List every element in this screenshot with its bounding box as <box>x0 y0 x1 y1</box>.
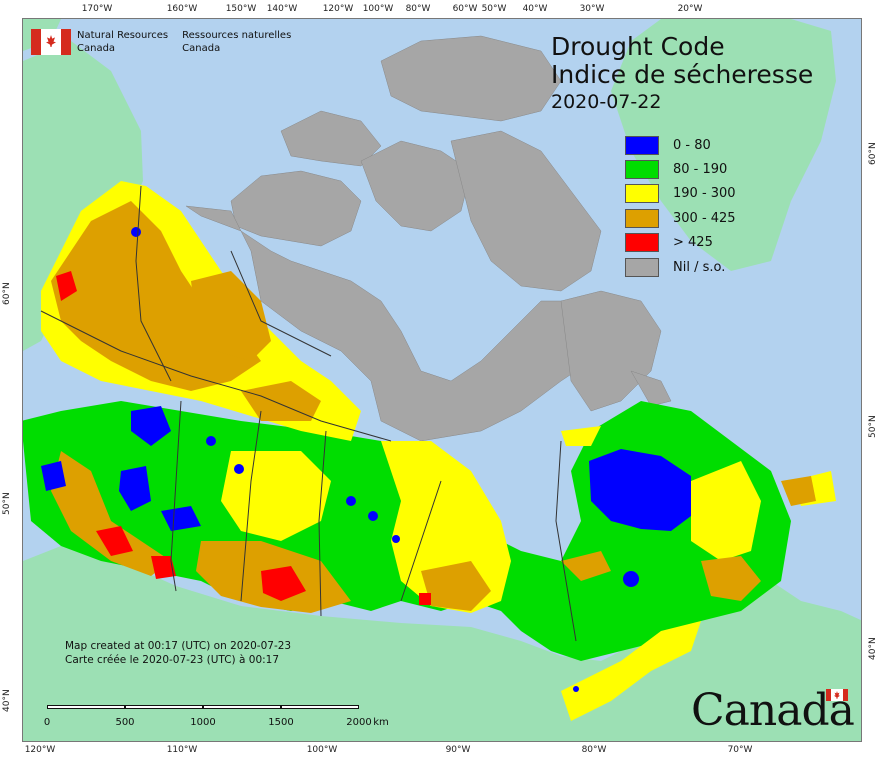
wordmark-flag-icon <box>826 689 848 701</box>
legend-label: 300 - 425 <box>673 210 736 226</box>
legend-swatch <box>625 160 659 180</box>
legend-swatch <box>625 257 659 277</box>
tick-top: 50°W <box>481 4 507 14</box>
legend-label: 0 - 80 <box>673 137 711 153</box>
tick-right: 40°N <box>868 637 878 660</box>
legend-item: Nil / s.o. <box>625 255 736 279</box>
map-credit: Map created at 00:17 (UTC) on 2020-07-23… <box>65 639 291 667</box>
legend-swatch <box>625 208 659 228</box>
scale-label: 1000 <box>190 717 216 728</box>
legend-label: Nil / s.o. <box>673 259 726 275</box>
tick-bottom: 110°W <box>166 745 198 755</box>
scale-seg <box>125 705 203 709</box>
scale-seg <box>47 705 125 709</box>
map-canvas: Natural Resources Canada Ressources natu… <box>22 18 862 742</box>
tick-top: 150°W <box>225 4 257 14</box>
nrcan-signature: Natural Resources Canada Ressources natu… <box>31 29 291 55</box>
legend-swatch <box>625 135 659 155</box>
canada-flag-icon <box>31 29 71 55</box>
dept-name-fr-2: Canada <box>182 43 221 54</box>
legend-label: 80 - 190 <box>673 162 728 178</box>
legend-swatch <box>625 233 659 253</box>
usa-land <box>23 546 861 741</box>
zone-low <box>41 227 691 692</box>
legend-item: 0 - 80 <box>625 133 736 157</box>
dept-name-en-2: Canada <box>77 43 116 54</box>
legend-label: > 425 <box>673 235 713 251</box>
map-graphic <box>23 19 861 741</box>
scale-label: 500 <box>115 717 135 728</box>
legend-item: 300 - 425 <box>625 206 736 230</box>
tick-top: 120°W <box>322 4 354 14</box>
tick-top: 40°W <box>522 4 548 14</box>
tick-top: 170°W <box>81 4 113 14</box>
tick-bottom: 70°W <box>727 745 753 755</box>
dept-name-fr-1: Ressources naturelles <box>182 30 292 41</box>
zone-very-high <box>51 201 816 613</box>
legend-label: 190 - 300 <box>673 186 736 202</box>
legend-item: > 425 <box>625 231 736 255</box>
scale-label: 2000 <box>346 717 372 728</box>
tick-top: 100°W <box>362 4 394 14</box>
scale-seg <box>203 705 281 709</box>
scale-unit: km <box>373 717 389 728</box>
scale-label: 1500 <box>268 717 294 728</box>
tick-top: 140°W <box>266 4 298 14</box>
tick-top: 30°W <box>579 4 605 14</box>
tick-right: 50°N <box>868 415 878 438</box>
legend-swatch <box>625 184 659 204</box>
tick-bottom: 120°W <box>24 745 56 755</box>
zone-extreme <box>56 271 431 605</box>
credit-fr: Carte créée le 2020-07-23 (UTC) à 00:17 <box>65 654 280 666</box>
legend: 0 - 80 80 - 190 190 - 300 300 - 425 > 425 Nil… <box>625 133 736 279</box>
tick-left: 60°N <box>2 282 12 305</box>
tick-bottom: 80°W <box>581 745 607 755</box>
credit-en: Map created at 00:17 (UTC) on 2020-07-23 <box>65 640 292 652</box>
tick-right: 60°N <box>868 142 878 165</box>
title-en: Drought Code <box>551 32 725 61</box>
canada-wordmark: Canada <box>691 685 855 736</box>
tick-left: 50°N <box>2 492 12 515</box>
nodata-areas <box>185 35 672 442</box>
tick-left: 40°N <box>2 689 12 712</box>
scale-seg <box>281 705 359 709</box>
tick-top: 160°W <box>166 4 198 14</box>
tick-bottom: 90°W <box>445 745 471 755</box>
title-fr: Indice de sécheresse <box>551 60 814 89</box>
title-date: 2020-07-22 <box>551 91 662 113</box>
provincial-boundaries <box>40 185 577 642</box>
scale-bar: 0 500 1000 1500 2000 km <box>43 705 389 735</box>
map-title: Drought Code Indice de sécheresse 2020-0… <box>551 33 813 115</box>
tick-top: 60°W <box>452 4 478 14</box>
legend-item: 190 - 300 <box>625 182 736 206</box>
tick-top: 80°W <box>405 4 431 14</box>
tick-bottom: 100°W <box>306 745 338 755</box>
dept-name-en-1: Natural Resources <box>77 30 169 41</box>
scale-label: 0 <box>43 717 51 728</box>
tick-top: 20°W <box>677 4 703 14</box>
legend-item: 80 - 190 <box>625 157 736 181</box>
greenland-land <box>611 19 836 271</box>
